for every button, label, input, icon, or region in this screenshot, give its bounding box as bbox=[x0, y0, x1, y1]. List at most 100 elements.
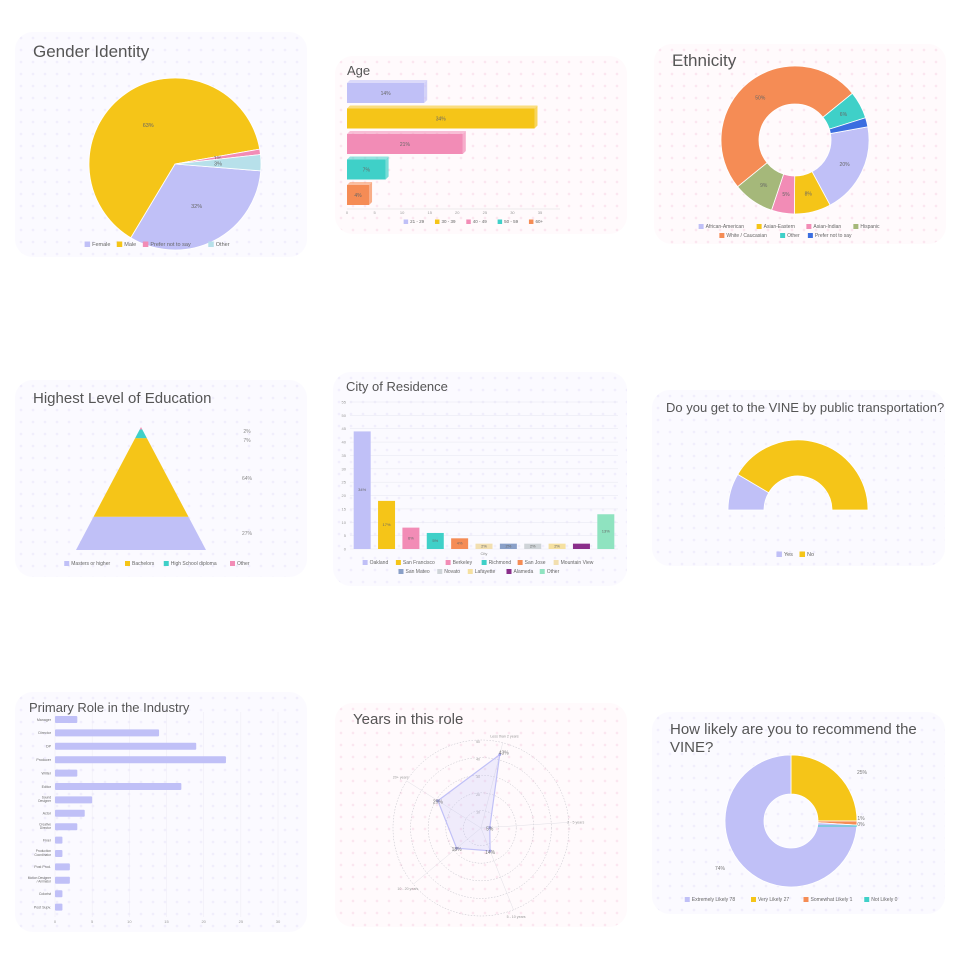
legend-swatch-other bbox=[208, 241, 214, 247]
bar-sound-designer bbox=[55, 796, 93, 804]
x-tick-0: 0 bbox=[54, 919, 57, 924]
legend-label-san-mateo: San Mateo bbox=[406, 569, 430, 575]
legend-swatch-masters-or-higher bbox=[64, 561, 70, 566]
radar-point-less-than-2-years bbox=[498, 753, 502, 757]
y-tick-5: 5 bbox=[344, 533, 347, 538]
bar-category-sound-designer-1: Designer bbox=[38, 799, 52, 803]
x-tick-10: 10 bbox=[400, 210, 405, 215]
bar-category-colorist: Colorist bbox=[39, 892, 51, 896]
legend-label-other: Other bbox=[547, 569, 560, 575]
legend-swatch-male bbox=[116, 241, 123, 247]
bar-alameda bbox=[572, 543, 590, 549]
city-bar-chart: 0 5 10 15 20 25 30 35 40 45 50 55 34% 17% 6% 5% 4% 2% 2% 2%… bbox=[342, 400, 618, 575]
legend-label-30-39: 30 - 39 bbox=[441, 219, 456, 224]
slice-label-white-caucasian: 50% bbox=[755, 95, 766, 101]
transport-card: Do you get to the VINE by public transpo… bbox=[652, 390, 945, 566]
bar-category-motion-designer-animator-0: Motion Designer bbox=[28, 876, 52, 880]
slice-label-asian-eastern: 8% bbox=[805, 191, 813, 197]
radar-point-5-10-years bbox=[488, 849, 492, 853]
bar-category-fixer: Fixer bbox=[43, 838, 52, 842]
legend-label-prefer-not-to-say: Prefer not to say bbox=[815, 233, 852, 239]
legend-swatch-hispanic bbox=[853, 224, 859, 229]
bar-50-59 bbox=[347, 159, 386, 180]
legend-swatch-berkeley bbox=[445, 560, 451, 565]
pyramid-label-bachelors: 64% bbox=[242, 476, 253, 482]
bar-category-creative-director-1: Director bbox=[40, 826, 52, 830]
bar-label-richmond: 5% bbox=[432, 538, 438, 543]
x-tick-25: 25 bbox=[483, 210, 488, 215]
role-title: Primary Role in the Industry bbox=[29, 700, 190, 715]
bar-richmond bbox=[426, 532, 444, 549]
bar-top-50-59 bbox=[347, 156, 389, 160]
radar-ring-label-20: 20 bbox=[476, 793, 480, 797]
legend-label-50-59: 50 - 59 bbox=[504, 219, 519, 224]
y-tick-50: 50 bbox=[342, 413, 347, 418]
bar-production-coordinator bbox=[55, 850, 63, 857]
x-tick-15: 15 bbox=[164, 919, 169, 924]
legend-label-prefer-not-to-say: Prefer not to say bbox=[150, 242, 191, 248]
slice-label-hispanic: 9% bbox=[760, 183, 768, 189]
pyramid-segment-masters-or-higher bbox=[76, 516, 206, 550]
y-tick-55: 55 bbox=[342, 400, 347, 405]
legend-label-other: Other bbox=[237, 561, 250, 567]
bar-40-49 bbox=[347, 134, 463, 154]
y-tick-15: 15 bbox=[342, 506, 347, 511]
radar-value-label-less-than-2-years: 43% bbox=[499, 751, 510, 757]
slice-label-other: 6% bbox=[840, 112, 848, 118]
recommend-title: How likely are you to recommend the VINE… bbox=[670, 721, 917, 756]
slice-label-somewhat-likely: 1% bbox=[857, 816, 865, 822]
bar-fixer bbox=[55, 836, 63, 844]
bar-actor bbox=[55, 809, 85, 817]
legend-swatch-21-29 bbox=[403, 219, 409, 224]
bar-side-50-59 bbox=[385, 156, 389, 180]
bar-label-san-mateo: 2% bbox=[505, 543, 511, 548]
years-radar-chart: 10 20 30 40 50 Less than 2 years 2 - 5 years 5 … bbox=[392, 734, 584, 919]
radar-axis-label-20-years: 20+ years bbox=[393, 776, 409, 780]
legend-swatch-san-francisco bbox=[395, 560, 401, 565]
gender-card: Gender Identity 32%63%1%3%FemaleMalePref… bbox=[15, 32, 307, 257]
bar-creative-director bbox=[55, 823, 78, 831]
radar-axis-20-years bbox=[406, 780, 482, 829]
legend-swatch-prefer-not-to-say bbox=[142, 241, 149, 247]
age-title: Age bbox=[347, 63, 371, 78]
legend-label-yes: Yes bbox=[784, 552, 793, 558]
years-card: Years in this role 10 20 30 40 50 Less than 2… bbox=[335, 703, 627, 927]
x-tick-20: 20 bbox=[201, 919, 206, 924]
recommend-card: How likely are you to recommend the VINE… bbox=[652, 712, 945, 914]
legend-swatch-novato bbox=[437, 569, 443, 574]
legend-label-21-29: 21 - 29 bbox=[410, 219, 425, 224]
age-bar-chart: 14% 34% 21% 7% 4% 0 5 10 15 20 25 30 35 21 - 29 30 - 3… bbox=[346, 80, 560, 224]
radar-ring-label-50: 50 bbox=[476, 740, 480, 744]
pyramid-segment-bachelors bbox=[93, 438, 189, 517]
radar-axis-5-10-years bbox=[480, 827, 514, 910]
legend-swatch-prefer-not-to-say bbox=[807, 233, 813, 238]
radar-axis-10-20-years bbox=[413, 827, 482, 885]
x-tick-5: 5 bbox=[91, 919, 94, 924]
bar-label-novato: 2% bbox=[530, 543, 536, 548]
bar-label-other: 13% bbox=[602, 529, 610, 534]
legend-swatch-female bbox=[84, 241, 91, 247]
bar-category-production-coordinator-1: Coordinator bbox=[34, 853, 52, 857]
radar-point-2-5-years bbox=[488, 826, 492, 829]
x-tick-35: 35 bbox=[538, 210, 543, 215]
bar-category-post-prod: Post Prod. bbox=[34, 865, 51, 869]
role-bar-chart: 0 5 10 15 20 25 30 Manager Director DP Producer Wri… bbox=[28, 712, 281, 924]
slice-label-asian-indian: 5% bbox=[782, 192, 790, 198]
bar-motion-designer-animator bbox=[55, 876, 70, 884]
bar-category-director: Director bbox=[38, 731, 51, 735]
bar-manager bbox=[55, 716, 78, 723]
legend-swatch-other bbox=[780, 233, 786, 238]
bar-mountain-view bbox=[475, 543, 493, 549]
city-card: City of Residence 0 5 10 15 20 25 30 35 40 45 50 55… bbox=[333, 372, 627, 586]
bar-berkeley bbox=[402, 527, 420, 549]
legend-swatch-no bbox=[799, 551, 806, 557]
radar-series-line bbox=[437, 753, 501, 852]
radar-axis-label-5-10-years: 5 - 10 years bbox=[507, 915, 526, 919]
bar-label-40-49: 21% bbox=[400, 142, 411, 148]
bar-category-actor: Actor bbox=[43, 812, 52, 816]
bar-producer bbox=[55, 756, 226, 764]
slice-extremely-likely bbox=[724, 754, 858, 888]
y-tick-45: 45 bbox=[342, 426, 347, 431]
legend-label-male: Male bbox=[124, 242, 136, 248]
bar-21-29 bbox=[347, 83, 425, 103]
